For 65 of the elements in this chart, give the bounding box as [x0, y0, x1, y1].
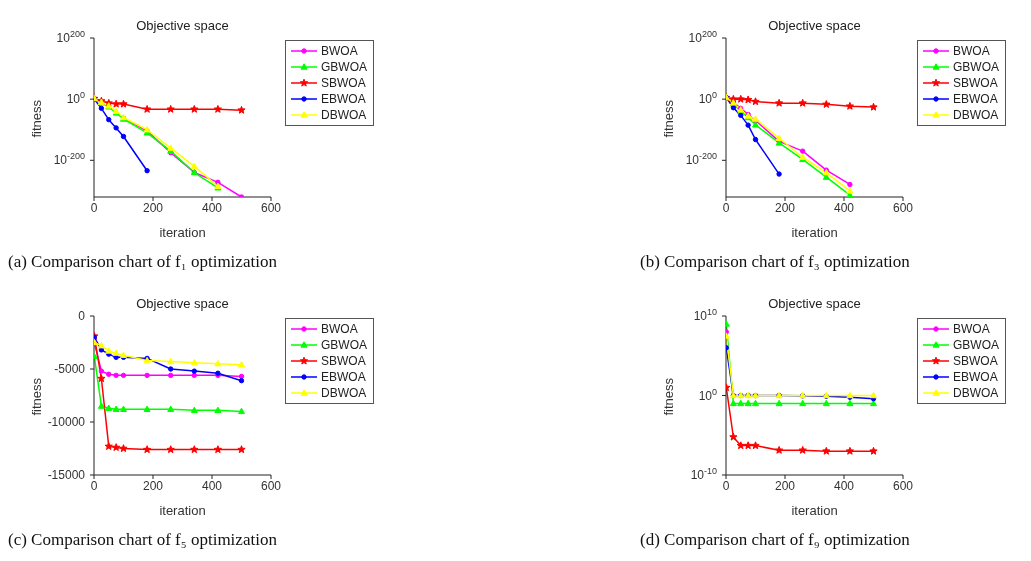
y-tick-label: 10$^{10}$ [693, 307, 717, 323]
x-tick-label: 400 [201, 200, 223, 215]
x-tick-label: 400 [833, 478, 855, 493]
x-tick-label: 600 [260, 478, 282, 493]
y-tick-label: 10$^{0}$ [66, 90, 85, 107]
text: (a) Comparison chart of f₁ optimization [8, 252, 277, 272]
chart-title: Objective space [767, 18, 862, 33]
y-tick-label: -5000 [54, 362, 86, 376]
x-tick-label: 0 [90, 478, 98, 493]
x-tick-label: 600 [892, 200, 914, 215]
x-tick-label: 0 [722, 200, 730, 215]
legend-label: GBWOA [953, 60, 1000, 74]
x-tick-label: 600 [892, 478, 914, 493]
legend-label: SBWOA [953, 76, 998, 90]
y-tick-label: 10$^{0}$ [698, 386, 717, 403]
chart-title: Objective space [135, 18, 230, 33]
legend-label: DBWOA [321, 108, 367, 122]
legend-label: EBWOA [953, 92, 998, 106]
chart-title: Objective space [767, 296, 862, 311]
y-tick-label: -10000 [47, 415, 86, 429]
y-tick-label: 10$^{-10}$ [690, 466, 717, 482]
x-tick-label: 400 [833, 200, 855, 215]
legend-label: GBWOA [321, 338, 368, 352]
x-tick-label: 200 [774, 478, 796, 493]
x-tick-label: 0 [90, 200, 98, 215]
x-tick-label: 200 [142, 478, 164, 493]
x-tick-label: 600 [260, 200, 282, 215]
legend-label: EBWOA [953, 370, 998, 384]
legend-label: DBWOA [321, 386, 367, 400]
y-axis-title: fitness [660, 377, 676, 416]
y-tick-label: -15000 [47, 468, 86, 482]
x-axis-title: iteration [791, 503, 838, 518]
text: (c) Comparison chart of f₅ optimization [8, 530, 277, 550]
y-tick-label: 10$^{200}$ [688, 29, 717, 45]
legend-label: EBWOA [321, 92, 366, 106]
legend-label: DBWOA [953, 108, 999, 122]
y-tick-label: 10$^{0}$ [698, 90, 717, 107]
legend-label: SBWOA [321, 76, 366, 90]
y-axis-title: fitness [28, 99, 44, 138]
text: (d) Comparison chart of f₉ optimization [640, 530, 910, 550]
legend-label: BWOA [953, 322, 990, 336]
y-tick-label: 10$^{200}$ [56, 29, 85, 45]
x-tick-label: 200 [142, 200, 164, 215]
x-tick-label: 400 [201, 478, 223, 493]
legend-label: BWOA [953, 44, 990, 58]
text: (b) Comparison chart of f₃ optimization [640, 252, 910, 272]
y-axis-title: fitness [28, 377, 44, 416]
legend-label: GBWOA [321, 60, 368, 74]
x-axis-title: iteration [791, 225, 838, 240]
y-tick-label: 10$^{-200}$ [53, 151, 85, 168]
legend-label: EBWOA [321, 370, 366, 384]
y-tick-label: 10$^{-200}$ [685, 151, 717, 168]
legend-label: SBWOA [321, 354, 366, 368]
legend-label: SBWOA [953, 354, 998, 368]
x-axis-title: iteration [159, 225, 206, 240]
legend-label: GBWOA [953, 338, 1000, 352]
chart-title: Objective space [135, 296, 230, 311]
legend-label: DBWOA [953, 386, 999, 400]
x-tick-label: 0 [722, 478, 730, 493]
legend-label: BWOA [321, 44, 358, 58]
y-tick-label: 0 [78, 309, 86, 323]
x-axis-title: iteration [159, 503, 206, 518]
y-axis-title: fitness [660, 99, 676, 138]
legend-label: BWOA [321, 322, 358, 336]
x-tick-label: 200 [774, 200, 796, 215]
